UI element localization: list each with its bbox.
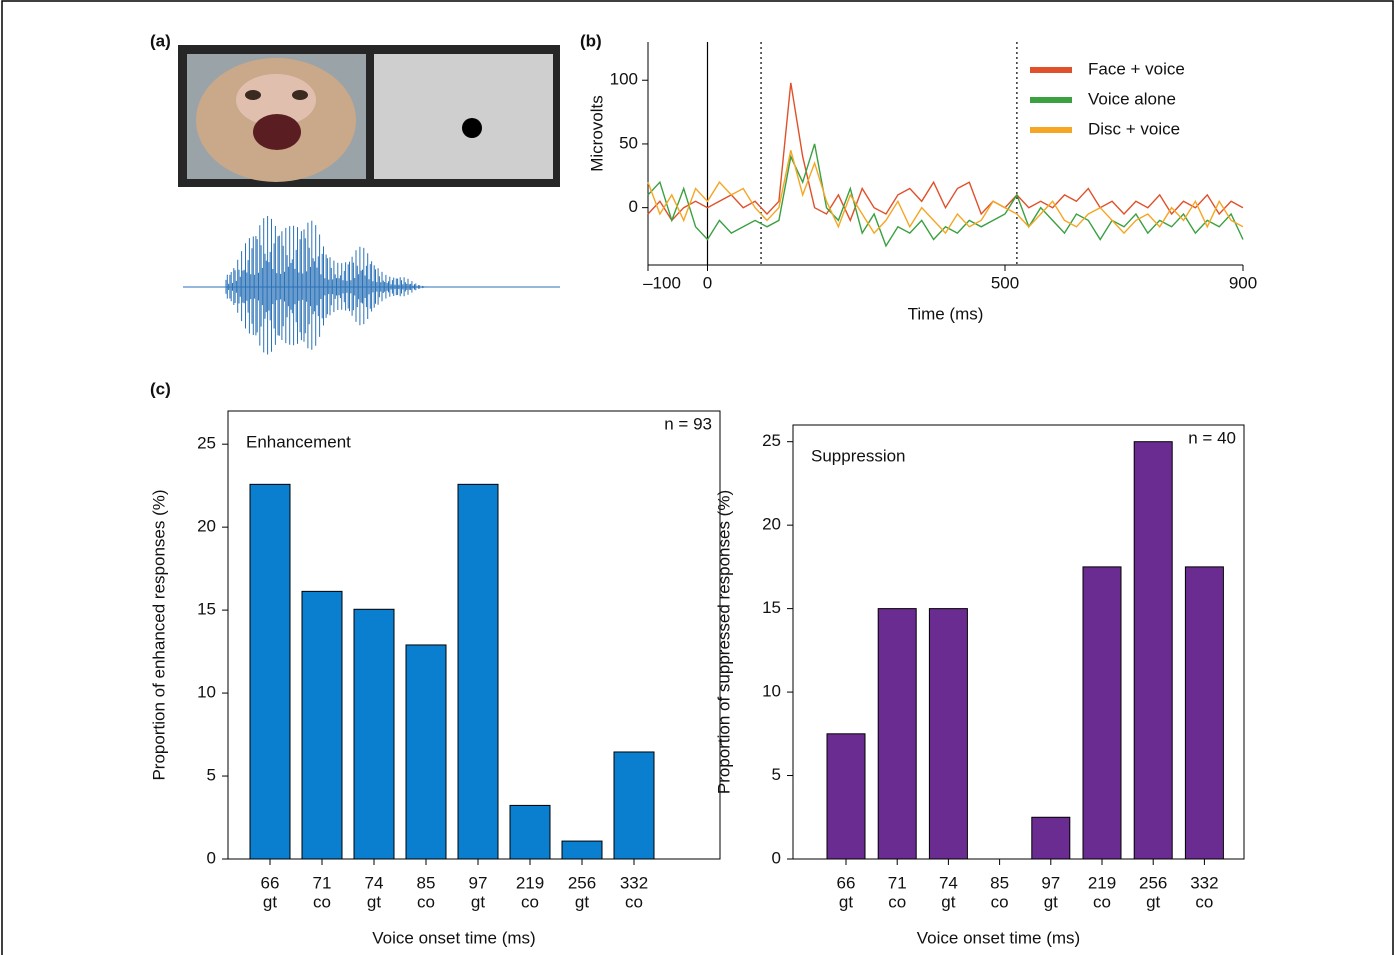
x-tick-label: co bbox=[991, 892, 1009, 911]
x-tick-label: 0 bbox=[703, 273, 712, 292]
eye bbox=[245, 90, 261, 100]
face-skin bbox=[236, 74, 316, 126]
x-tick-label: 66 bbox=[261, 873, 280, 892]
x-tick-label: gt bbox=[941, 892, 955, 911]
y-tick-label: 10 bbox=[762, 682, 781, 701]
x-axis-label: Time (ms) bbox=[908, 304, 984, 323]
x-tick-label: 97 bbox=[469, 873, 488, 892]
bar bbox=[301, 590, 343, 860]
x-tick-label: 85 bbox=[990, 873, 1009, 892]
bar bbox=[928, 608, 968, 860]
x-tick-label: 500 bbox=[991, 273, 1019, 292]
x-axis-label: Voice onset time (ms) bbox=[917, 928, 1080, 947]
bar bbox=[353, 608, 395, 860]
mouth bbox=[253, 114, 301, 150]
y-tick-label: 25 bbox=[197, 434, 216, 453]
y-tick-label: 5 bbox=[207, 766, 216, 785]
x-tick-label: gt bbox=[263, 892, 277, 911]
annotation: Enhancement bbox=[246, 432, 351, 451]
waveform-trace bbox=[183, 216, 560, 355]
x-tick-label: 71 bbox=[888, 873, 907, 892]
annotation: Suppression bbox=[811, 446, 906, 465]
bar bbox=[613, 751, 655, 860]
x-tick-label: co bbox=[625, 892, 643, 911]
bar bbox=[877, 608, 917, 860]
x-tick-label: co bbox=[417, 892, 435, 911]
bar bbox=[509, 804, 551, 860]
series-line bbox=[647, 143, 1244, 248]
bar bbox=[1133, 441, 1173, 860]
bar bbox=[249, 483, 291, 860]
y-tick-label: 0 bbox=[629, 197, 638, 216]
panel-label: (c) bbox=[150, 379, 171, 398]
x-tick-label: 66 bbox=[837, 873, 856, 892]
y-tick-label: 50 bbox=[619, 133, 638, 152]
bar bbox=[457, 483, 499, 860]
annotation: n = 93 bbox=[664, 414, 712, 433]
series-line bbox=[647, 82, 1244, 223]
x-tick-label: gt bbox=[471, 892, 485, 911]
y-tick-label: 15 bbox=[197, 600, 216, 619]
x-tick-label: 900 bbox=[1229, 273, 1257, 292]
x-axis-label: Voice onset time (ms) bbox=[372, 928, 535, 947]
stimulus bbox=[178, 45, 560, 187]
x-tick-label: 97 bbox=[1041, 873, 1060, 892]
panel-label: (a) bbox=[150, 31, 171, 50]
x-tick-label: 219 bbox=[1088, 873, 1116, 892]
x-tick-label: gt bbox=[367, 892, 381, 911]
y-tick-label: 15 bbox=[762, 598, 781, 617]
y-tick-label: 5 bbox=[772, 765, 781, 784]
x-tick-label: co bbox=[1195, 892, 1213, 911]
legend-label: Face + voice bbox=[1088, 59, 1185, 78]
x-tick-label: 74 bbox=[365, 873, 384, 892]
y-tick-label: 25 bbox=[762, 431, 781, 450]
x-tick-label: co bbox=[888, 892, 906, 911]
x-tick-label: 85 bbox=[417, 873, 436, 892]
y-tick-label: 0 bbox=[207, 848, 216, 867]
bar bbox=[561, 840, 603, 860]
legend-label: Voice alone bbox=[1088, 89, 1176, 108]
y-tick-label: 20 bbox=[762, 515, 781, 534]
bar bbox=[1031, 816, 1071, 860]
y-axis-label: Microvolts bbox=[587, 95, 606, 172]
y-tick-label: 0 bbox=[772, 848, 781, 867]
bar bbox=[1184, 566, 1224, 860]
bar bbox=[1082, 566, 1122, 860]
x-tick-label: co bbox=[1093, 892, 1111, 911]
x-tick-label: 71 bbox=[313, 873, 332, 892]
y-axis-label: Proportion of suppressed responses (%) bbox=[714, 490, 733, 794]
x-tick-label: gt bbox=[839, 892, 853, 911]
y-tick-label: 10 bbox=[197, 683, 216, 702]
disc-image bbox=[374, 54, 553, 179]
x-tick-label: co bbox=[521, 892, 539, 911]
x-tick-label: 256 bbox=[1139, 873, 1167, 892]
x-tick-label: co bbox=[313, 892, 331, 911]
x-tick-label: 74 bbox=[939, 873, 958, 892]
annotation: n = 40 bbox=[1188, 428, 1236, 447]
y-tick-label: 20 bbox=[197, 517, 216, 536]
x-tick-label: 219 bbox=[516, 873, 544, 892]
legend-label: Disc + voice bbox=[1088, 119, 1180, 138]
waveform bbox=[183, 216, 560, 355]
x-tick-label: –100 bbox=[643, 273, 681, 292]
x-tick-label: 332 bbox=[1190, 873, 1218, 892]
x-tick-label: gt bbox=[575, 892, 589, 911]
plot-frame bbox=[792, 424, 1245, 860]
panel-label: (b) bbox=[580, 31, 602, 50]
y-axis-label: Proportion of enhanced responses (%) bbox=[149, 489, 168, 780]
series-line bbox=[647, 150, 1244, 235]
x-tick-label: gt bbox=[1044, 892, 1058, 911]
x-tick-label: 256 bbox=[568, 873, 596, 892]
bar bbox=[826, 733, 866, 860]
x-tick-label: 332 bbox=[620, 873, 648, 892]
x-tick-label: gt bbox=[1146, 892, 1160, 911]
bar bbox=[405, 644, 447, 860]
disc bbox=[462, 118, 482, 138]
eye bbox=[292, 90, 308, 100]
y-tick-label: 100 bbox=[610, 70, 638, 89]
